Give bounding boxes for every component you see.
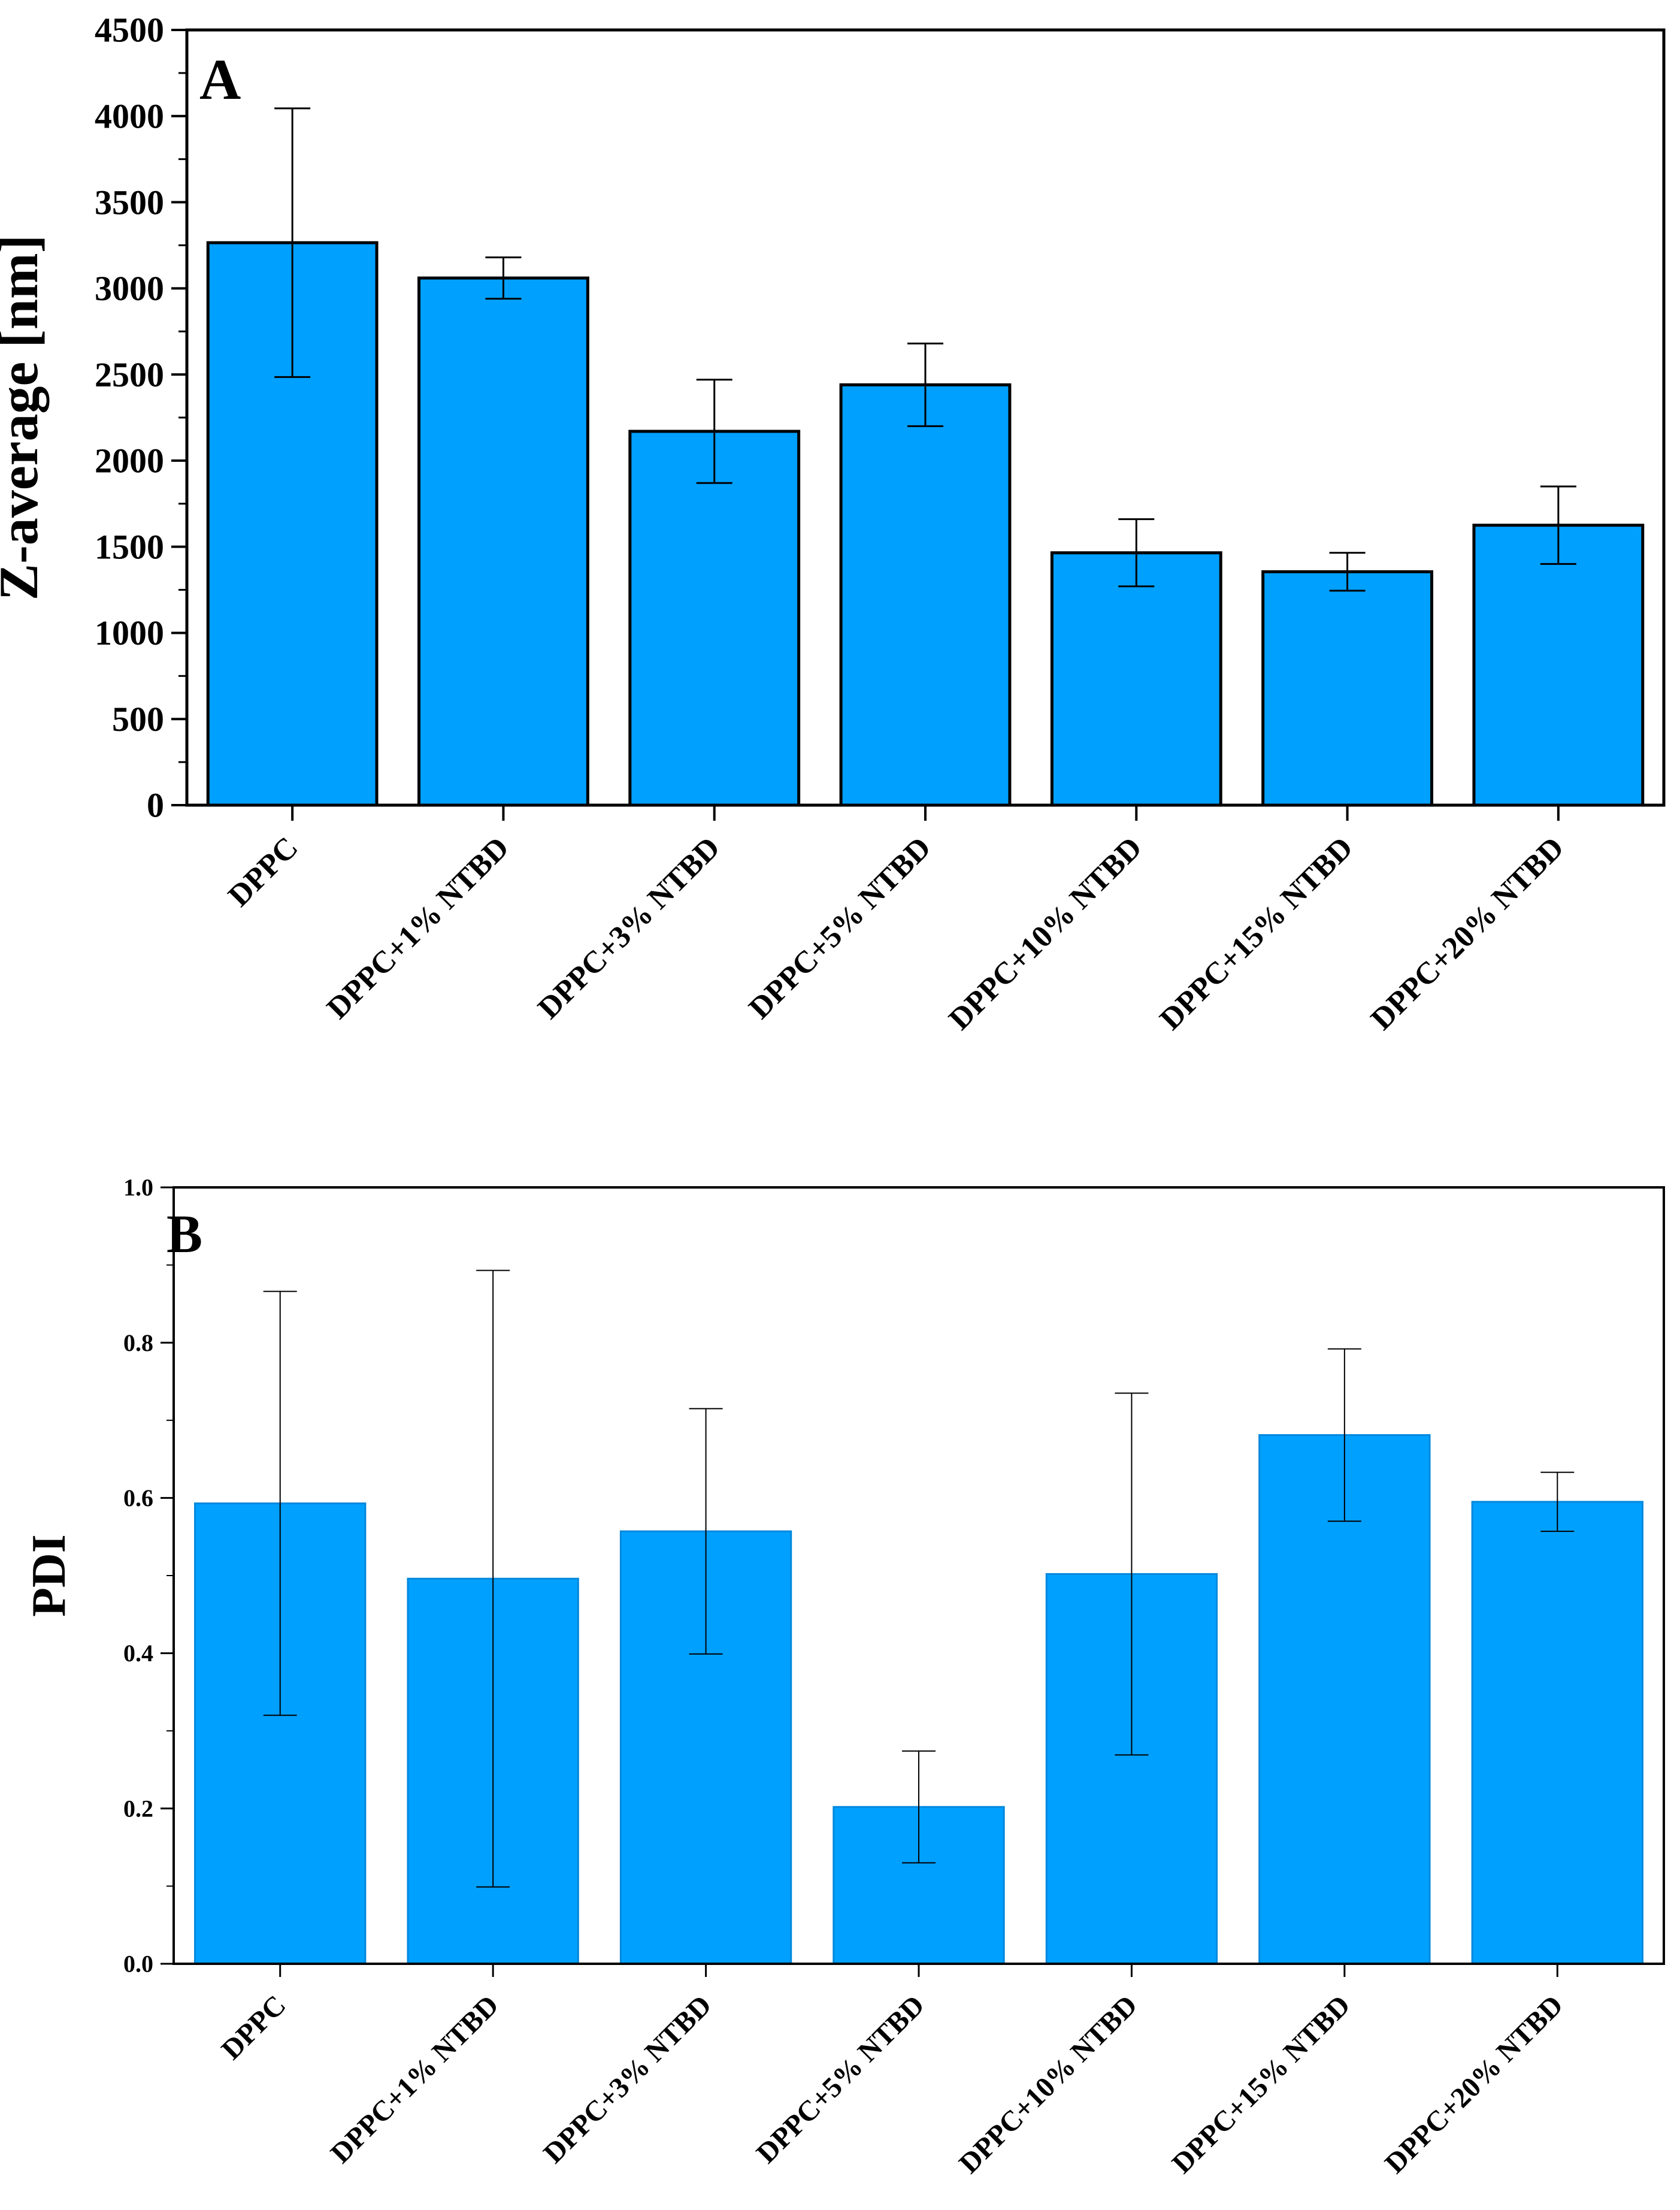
bar bbox=[839, 383, 1012, 807]
x-tick-label: DPPC+10% NTBD bbox=[943, 830, 1149, 1036]
x-tick-label: DPPC bbox=[216, 1989, 292, 2066]
y-tick-label: 4500 bbox=[95, 11, 164, 50]
x-tick-label: DPPC+3% NTBD bbox=[531, 830, 727, 1026]
y-tick-label: 2500 bbox=[95, 355, 164, 394]
plot-frame bbox=[172, 1186, 1665, 1965]
panel-label: A bbox=[199, 47, 241, 111]
x-tick-label: DPPC+5% NTBD bbox=[743, 830, 938, 1026]
bar bbox=[1258, 1434, 1431, 1965]
bar bbox=[1261, 570, 1433, 807]
panel-a-bar-chart: DPPC DPPC+1% NTBD DPPC+3% NTBD DPPC+5% NTBD… bbox=[0, 11, 1666, 1036]
x-tick-label: DPPC+10% NTBD bbox=[953, 1989, 1143, 2179]
x-tick-label: DPPC bbox=[222, 830, 304, 913]
y-tick-label: 0.2 bbox=[123, 1795, 153, 1822]
y-tick-label: 1000 bbox=[95, 613, 164, 652]
y-tick-label: 1.0 bbox=[123, 1174, 153, 1201]
bar bbox=[628, 430, 801, 807]
x-tick-label: DPPC+1% NTBD bbox=[320, 830, 516, 1026]
x-tick-label: DPPC+20% NTBD bbox=[1364, 830, 1570, 1036]
y-tick-label: 500 bbox=[112, 700, 164, 739]
y-tick-label: 3000 bbox=[95, 269, 164, 308]
bar bbox=[1472, 524, 1645, 807]
plot-frame bbox=[185, 28, 1666, 807]
x-tick-label: DPPC+15% NTBD bbox=[1166, 1989, 1357, 2179]
bar bbox=[1471, 1501, 1643, 1965]
y-tick-label: 2000 bbox=[95, 442, 164, 480]
panel-b-bar-chart: DPPC DPPC+1% NTBD DPPC+3% NTBD DPPC+5% NTBD… bbox=[23, 1174, 1665, 2179]
y-axis-title: Z-average [nm] bbox=[0, 235, 49, 601]
y-axis-title: PDI bbox=[23, 1534, 75, 1617]
x-tick-label: DPPC+15% NTBD bbox=[1154, 830, 1360, 1036]
y-tick-label: 0.6 bbox=[123, 1485, 153, 1511]
bar bbox=[1050, 551, 1222, 807]
x-tick-label: DPPC+3% NTBD bbox=[537, 1989, 718, 2169]
bar bbox=[417, 276, 589, 807]
y-tick-label: 3500 bbox=[95, 183, 164, 222]
x-tick-label: DPPC+1% NTBD bbox=[325, 1989, 505, 2169]
y-tick-label: 0.4 bbox=[123, 1640, 153, 1667]
y-tick-label: 1500 bbox=[95, 527, 164, 566]
y-tick-label: 4000 bbox=[95, 96, 164, 135]
y-tick-label: 0.8 bbox=[123, 1329, 153, 1356]
panel-label: B bbox=[167, 1205, 202, 1264]
y-tick-label: 0.0 bbox=[123, 1951, 153, 1978]
x-tick-label: DPPC+20% NTBD bbox=[1379, 1989, 1569, 2179]
x-tick-label: DPPC+5% NTBD bbox=[750, 1989, 931, 2169]
y-tick-label: 0 bbox=[147, 786, 164, 825]
